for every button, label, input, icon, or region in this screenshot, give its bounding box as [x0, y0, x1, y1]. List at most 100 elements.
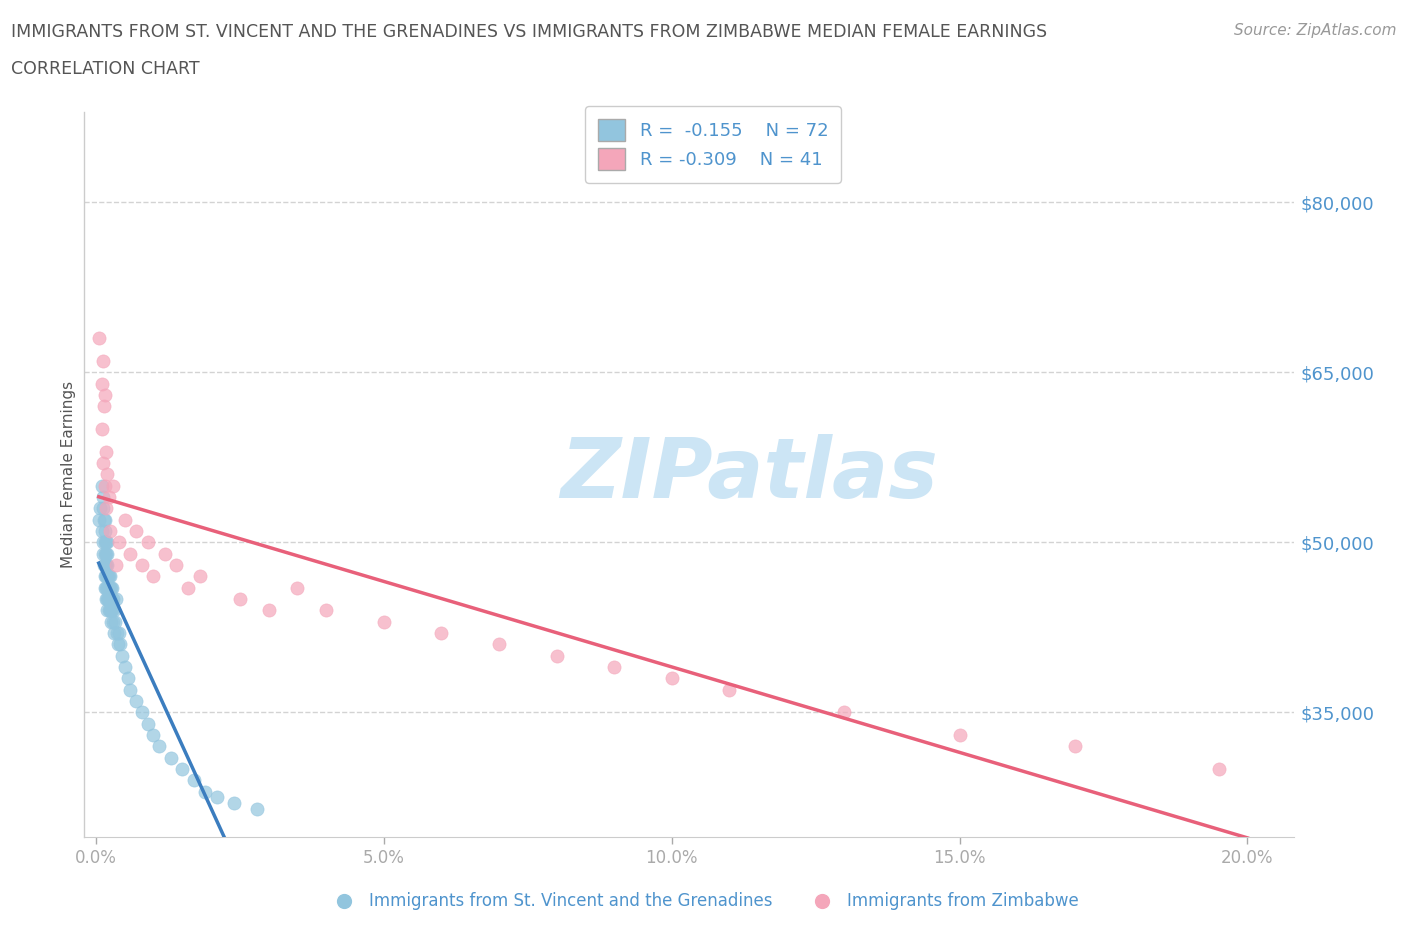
- Point: [101, 614, 124, 629]
- Point: [1208, 762, 1230, 777]
- Point: [93, 388, 115, 403]
- Point: [222, 795, 245, 810]
- Point: [97, 591, 120, 606]
- Point: [93, 569, 115, 584]
- Point: [96, 569, 118, 584]
- Point: [100, 580, 122, 595]
- Point: [105, 626, 128, 641]
- Point: [603, 659, 626, 674]
- Point: [114, 512, 136, 527]
- Point: [103, 603, 125, 618]
- Point: [98, 569, 121, 584]
- Legend: R =  -0.155    N = 72, R = -0.309    N = 41: R = -0.155 N = 72, R = -0.309 N = 41: [585, 106, 841, 182]
- Point: [96, 546, 118, 561]
- Point: [98, 580, 121, 595]
- Point: [96, 558, 118, 573]
- Point: [111, 648, 134, 663]
- Point: [101, 603, 124, 618]
- Point: [183, 773, 205, 788]
- Point: [108, 535, 131, 550]
- Point: [93, 546, 115, 561]
- Point: [661, 671, 683, 685]
- Point: [93, 456, 115, 471]
- Point: [93, 501, 115, 516]
- Point: [96, 535, 118, 550]
- Point: [101, 478, 124, 493]
- Point: [546, 648, 568, 663]
- Point: [93, 558, 115, 573]
- Point: [98, 569, 121, 584]
- Point: [96, 591, 118, 606]
- Point: [94, 445, 117, 459]
- Point: [97, 489, 120, 504]
- Point: [94, 478, 117, 493]
- Point: [98, 524, 121, 538]
- Point: [96, 558, 118, 573]
- Point: [105, 558, 128, 573]
- Point: [100, 614, 122, 629]
- Point: [90, 421, 112, 436]
- Point: [108, 637, 131, 652]
- Point: [94, 512, 117, 527]
- Point: [91, 535, 114, 550]
- Point: [131, 705, 153, 720]
- Point: [94, 546, 117, 561]
- Point: [97, 603, 120, 618]
- Point: [90, 376, 112, 391]
- Point: [166, 558, 188, 573]
- Point: [100, 603, 122, 618]
- Point: [148, 738, 170, 753]
- Point: [142, 727, 165, 742]
- Point: [96, 580, 118, 595]
- Point: [1063, 738, 1085, 753]
- Point: [96, 467, 118, 482]
- Point: [96, 535, 118, 550]
- Point: [94, 535, 117, 550]
- Point: [87, 512, 110, 527]
- Point: [488, 637, 510, 652]
- Text: ZIPatlas: ZIPatlas: [561, 433, 938, 515]
- Point: [718, 683, 741, 698]
- Point: [136, 535, 159, 550]
- Legend: Immigrants from St. Vincent and the Grenadines, Immigrants from Zimbabwe: Immigrants from St. Vincent and the Gren…: [321, 885, 1085, 917]
- Point: [205, 790, 228, 804]
- Point: [153, 546, 176, 561]
- Point: [91, 489, 114, 504]
- Point: [94, 558, 117, 573]
- Y-axis label: Median Female Earnings: Median Female Earnings: [60, 380, 76, 568]
- Point: [98, 591, 121, 606]
- Point: [120, 683, 142, 698]
- Point: [108, 626, 131, 641]
- Point: [94, 591, 117, 606]
- Point: [96, 501, 118, 516]
- Point: [142, 569, 165, 584]
- Point: [257, 603, 280, 618]
- Point: [94, 580, 117, 595]
- Point: [131, 558, 153, 573]
- Point: [101, 591, 124, 606]
- Point: [96, 580, 118, 595]
- Point: [229, 591, 252, 606]
- Point: [315, 603, 337, 618]
- Point: [93, 399, 115, 414]
- Point: [103, 626, 125, 641]
- Text: Source: ZipAtlas.com: Source: ZipAtlas.com: [1233, 23, 1396, 38]
- Point: [834, 705, 856, 720]
- Point: [90, 478, 112, 493]
- Text: IMMIGRANTS FROM ST. VINCENT AND THE GRENADINES VS IMMIGRANTS FROM ZIMBABWE MEDIA: IMMIGRANTS FROM ST. VINCENT AND THE GREN…: [11, 23, 1047, 41]
- Point: [98, 591, 121, 606]
- Point: [93, 524, 115, 538]
- Point: [287, 580, 309, 595]
- Point: [194, 784, 217, 799]
- Point: [246, 802, 269, 817]
- Text: CORRELATION CHART: CORRELATION CHART: [11, 60, 200, 78]
- Point: [177, 580, 200, 595]
- Point: [159, 751, 181, 765]
- Point: [100, 591, 122, 606]
- Point: [430, 626, 453, 641]
- Point: [136, 716, 159, 731]
- Point: [89, 501, 111, 516]
- Point: [188, 569, 211, 584]
- Point: [373, 614, 395, 629]
- Point: [90, 524, 112, 538]
